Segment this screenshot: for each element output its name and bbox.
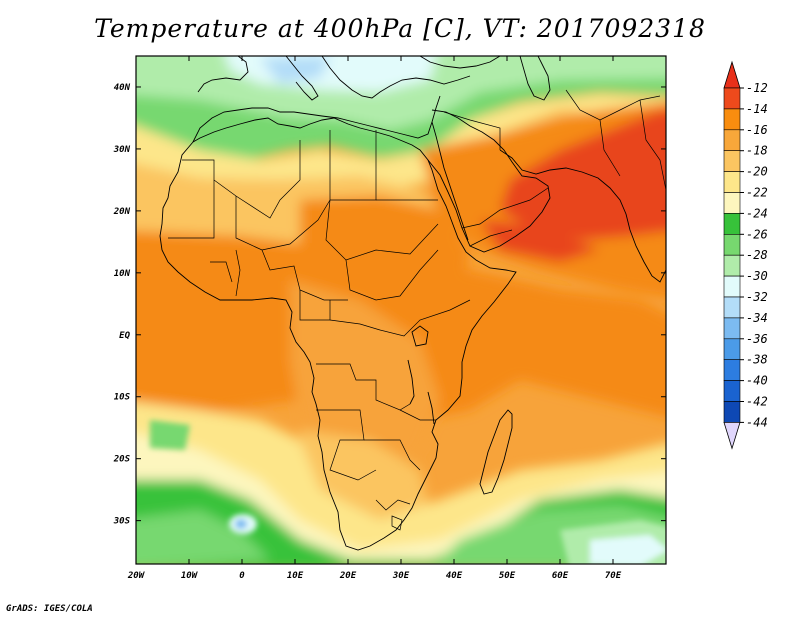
lon-label: 10W [181,571,199,581]
colorbar-label: -12 [746,81,768,95]
colorbar-label: -26 [746,227,768,241]
colorbar-swatch [723,380,741,402]
field-region [136,94,666,199]
colorbar-label: -24 [746,206,768,220]
colorbar-label: -28 [746,248,768,262]
caspian-coastline [519,56,551,101]
lon-label: 50E [499,571,516,581]
map-title: Temperature at 400hPa [C], VT: 201709231… [94,14,706,43]
lat-label: 10N [114,269,131,279]
colorbar-label: -20 [746,165,768,179]
lon-label: 0 [239,571,245,581]
lat-label: 30N [113,145,131,155]
colorbar-swatch [723,296,741,319]
lat-label: 10S [114,393,131,403]
coastlines [159,56,666,551]
colorbar-swatch [723,401,741,423]
field-region [500,110,666,240]
mediterranean-coastline [192,95,441,143]
balkans-coastline [321,56,471,99]
colorbar-label: -42 [746,395,768,409]
lat-label: 20S [113,455,131,465]
colorbar-label: -18 [746,144,768,158]
colorbar-swatch [723,338,741,360]
lat-label: EQ [119,331,130,341]
colorbar-label: -38 [746,353,768,367]
colorbar-swatch [723,87,741,110]
lon-label: 20W [127,571,146,581]
colorbar-top-arrow [723,60,741,89]
lat-label: 40N [114,83,131,93]
colorbar-label: -30 [746,269,768,283]
lon-label: 10E [287,571,304,581]
country-borders [168,89,666,531]
colorbar: -12 -14 -16 -18 -20 -22 -24 -26 -28 -30 -32 -34 -36 -… [723,60,768,450]
colorbar-label: -32 [746,290,768,304]
field-region [235,519,247,529]
colorbar-swatch [723,192,741,214]
colorbar-swatch [723,254,741,277]
field-region [590,535,666,564]
lon-label: 60E [552,571,569,581]
italy-coastline [285,56,319,101]
colorbar-swatch [723,171,741,193]
colorbar-swatch [723,129,741,152]
africa-coastline [159,117,517,551]
colorbar-label: -22 [746,186,768,200]
red-sea-coastline [431,121,469,241]
lake-tanganyika [407,359,415,405]
colorbar-label: -14 [746,102,768,116]
lat-label: 20N [113,207,131,217]
temperature-field [136,56,666,564]
arabia-coastline [427,109,551,253]
colorbar-label: -16 [746,123,768,137]
colorbar-bottom-arrow [723,422,741,450]
colorbar-swatch [723,317,741,340]
colorbar-swatch [723,108,741,131]
europe-coastline [197,56,249,93]
field-region [136,510,270,564]
colorbar-label: -36 [746,332,768,346]
madagascar-coastline [479,409,513,495]
grads-credit: GrADS: IGES/COLA [6,604,93,614]
lon-label: 20E [339,571,357,581]
blacksea-coastline [419,56,501,69]
lon-label: 70E [605,571,622,581]
colorbar-swatch [723,213,741,235]
lon-label: 40E [446,571,463,581]
colorbar-swatch [723,150,741,172]
lake-victoria [411,325,429,347]
asia-coastline [499,149,666,283]
lake-malawi [427,391,435,425]
lon-label: 30E [392,571,410,581]
lat-label: 30S [113,517,131,527]
colorbar-swatch [723,275,741,298]
field-region [260,56,330,84]
colorbar-swatch [723,359,741,381]
colorbar-label: -40 [746,374,768,388]
colorbar-label: -44 [746,415,768,429]
colorbar-swatch [723,234,741,256]
colorbar-label: -34 [746,311,768,325]
field-region [150,420,190,450]
